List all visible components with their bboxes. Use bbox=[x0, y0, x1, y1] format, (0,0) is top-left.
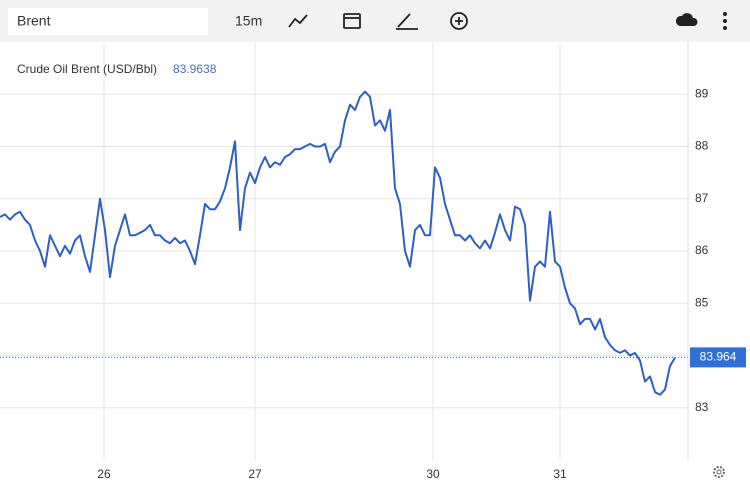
search-box[interactable] bbox=[8, 8, 208, 35]
x-tick-label: 30 bbox=[426, 467, 440, 481]
calendar-icon[interactable] bbox=[343, 13, 361, 29]
add-icon[interactable] bbox=[450, 12, 468, 30]
y-tick-label: 86 bbox=[695, 243, 709, 257]
y-tick-label: 85 bbox=[695, 295, 709, 309]
price-tag-label: 83.964 bbox=[700, 350, 737, 364]
y-tick-label: 83 bbox=[695, 400, 709, 414]
x-tick-label: 26 bbox=[97, 467, 111, 481]
x-tick-label: 27 bbox=[248, 467, 262, 481]
legend-value: 83.9638 bbox=[173, 62, 217, 76]
price-line bbox=[0, 90, 676, 396]
legend-label: Crude Oil Brent (USD/Bbl) bbox=[17, 62, 157, 76]
menu-icon[interactable] bbox=[723, 12, 727, 30]
draw-icon[interactable] bbox=[396, 13, 418, 30]
settings-icon[interactable] bbox=[713, 466, 725, 478]
y-tick-label: 88 bbox=[695, 139, 709, 153]
search-text[interactable]: Brent bbox=[17, 13, 51, 29]
chart-type-icon[interactable] bbox=[288, 14, 308, 28]
interval-button[interactable]: 15m bbox=[235, 13, 262, 29]
y-tick-label: 89 bbox=[695, 86, 709, 100]
y-tick-label: 87 bbox=[695, 191, 709, 205]
download-icon[interactable] bbox=[675, 13, 698, 26]
plot-area bbox=[0, 42, 688, 460]
x-tick-label: 31 bbox=[553, 467, 567, 481]
price-tag bbox=[690, 347, 746, 368]
